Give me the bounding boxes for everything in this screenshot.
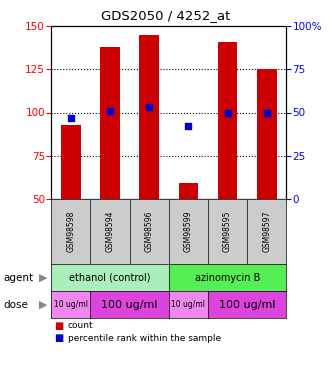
- Bar: [257, 69, 276, 199]
- Point: [147, 104, 152, 110]
- Text: agent: agent: [3, 273, 33, 283]
- Text: ■: ■: [55, 321, 64, 331]
- Text: count: count: [68, 321, 93, 330]
- Text: GSM98598: GSM98598: [67, 211, 75, 252]
- Text: GDS2050 / 4252_at: GDS2050 / 4252_at: [101, 9, 230, 22]
- Text: percentile rank within the sample: percentile rank within the sample: [68, 334, 221, 343]
- Text: 100 ug/ml: 100 ug/ml: [219, 300, 275, 310]
- Text: 10 ug/ml: 10 ug/ml: [54, 300, 88, 309]
- Bar: [100, 47, 120, 199]
- Bar: [139, 35, 159, 199]
- Text: ethanol (control): ethanol (control): [69, 273, 151, 283]
- Point: [186, 123, 191, 129]
- Text: ■: ■: [55, 333, 64, 343]
- Text: GSM98594: GSM98594: [106, 211, 115, 252]
- Point: [264, 110, 269, 116]
- Text: ▶: ▶: [39, 300, 47, 310]
- Text: GSM98595: GSM98595: [223, 211, 232, 252]
- Point: [107, 108, 113, 114]
- Point: [225, 110, 230, 116]
- Bar: [179, 183, 198, 199]
- Text: 10 ug/ml: 10 ug/ml: [171, 300, 206, 309]
- Point: [68, 115, 73, 121]
- Text: 100 ug/ml: 100 ug/ml: [101, 300, 158, 310]
- Text: ▶: ▶: [39, 273, 47, 283]
- Text: azinomycin B: azinomycin B: [195, 273, 260, 283]
- Text: dose: dose: [3, 300, 28, 310]
- Bar: [61, 124, 81, 199]
- Text: GSM98596: GSM98596: [145, 211, 154, 252]
- Text: GSM98597: GSM98597: [262, 211, 271, 252]
- Bar: [218, 42, 237, 199]
- Text: GSM98599: GSM98599: [184, 211, 193, 252]
